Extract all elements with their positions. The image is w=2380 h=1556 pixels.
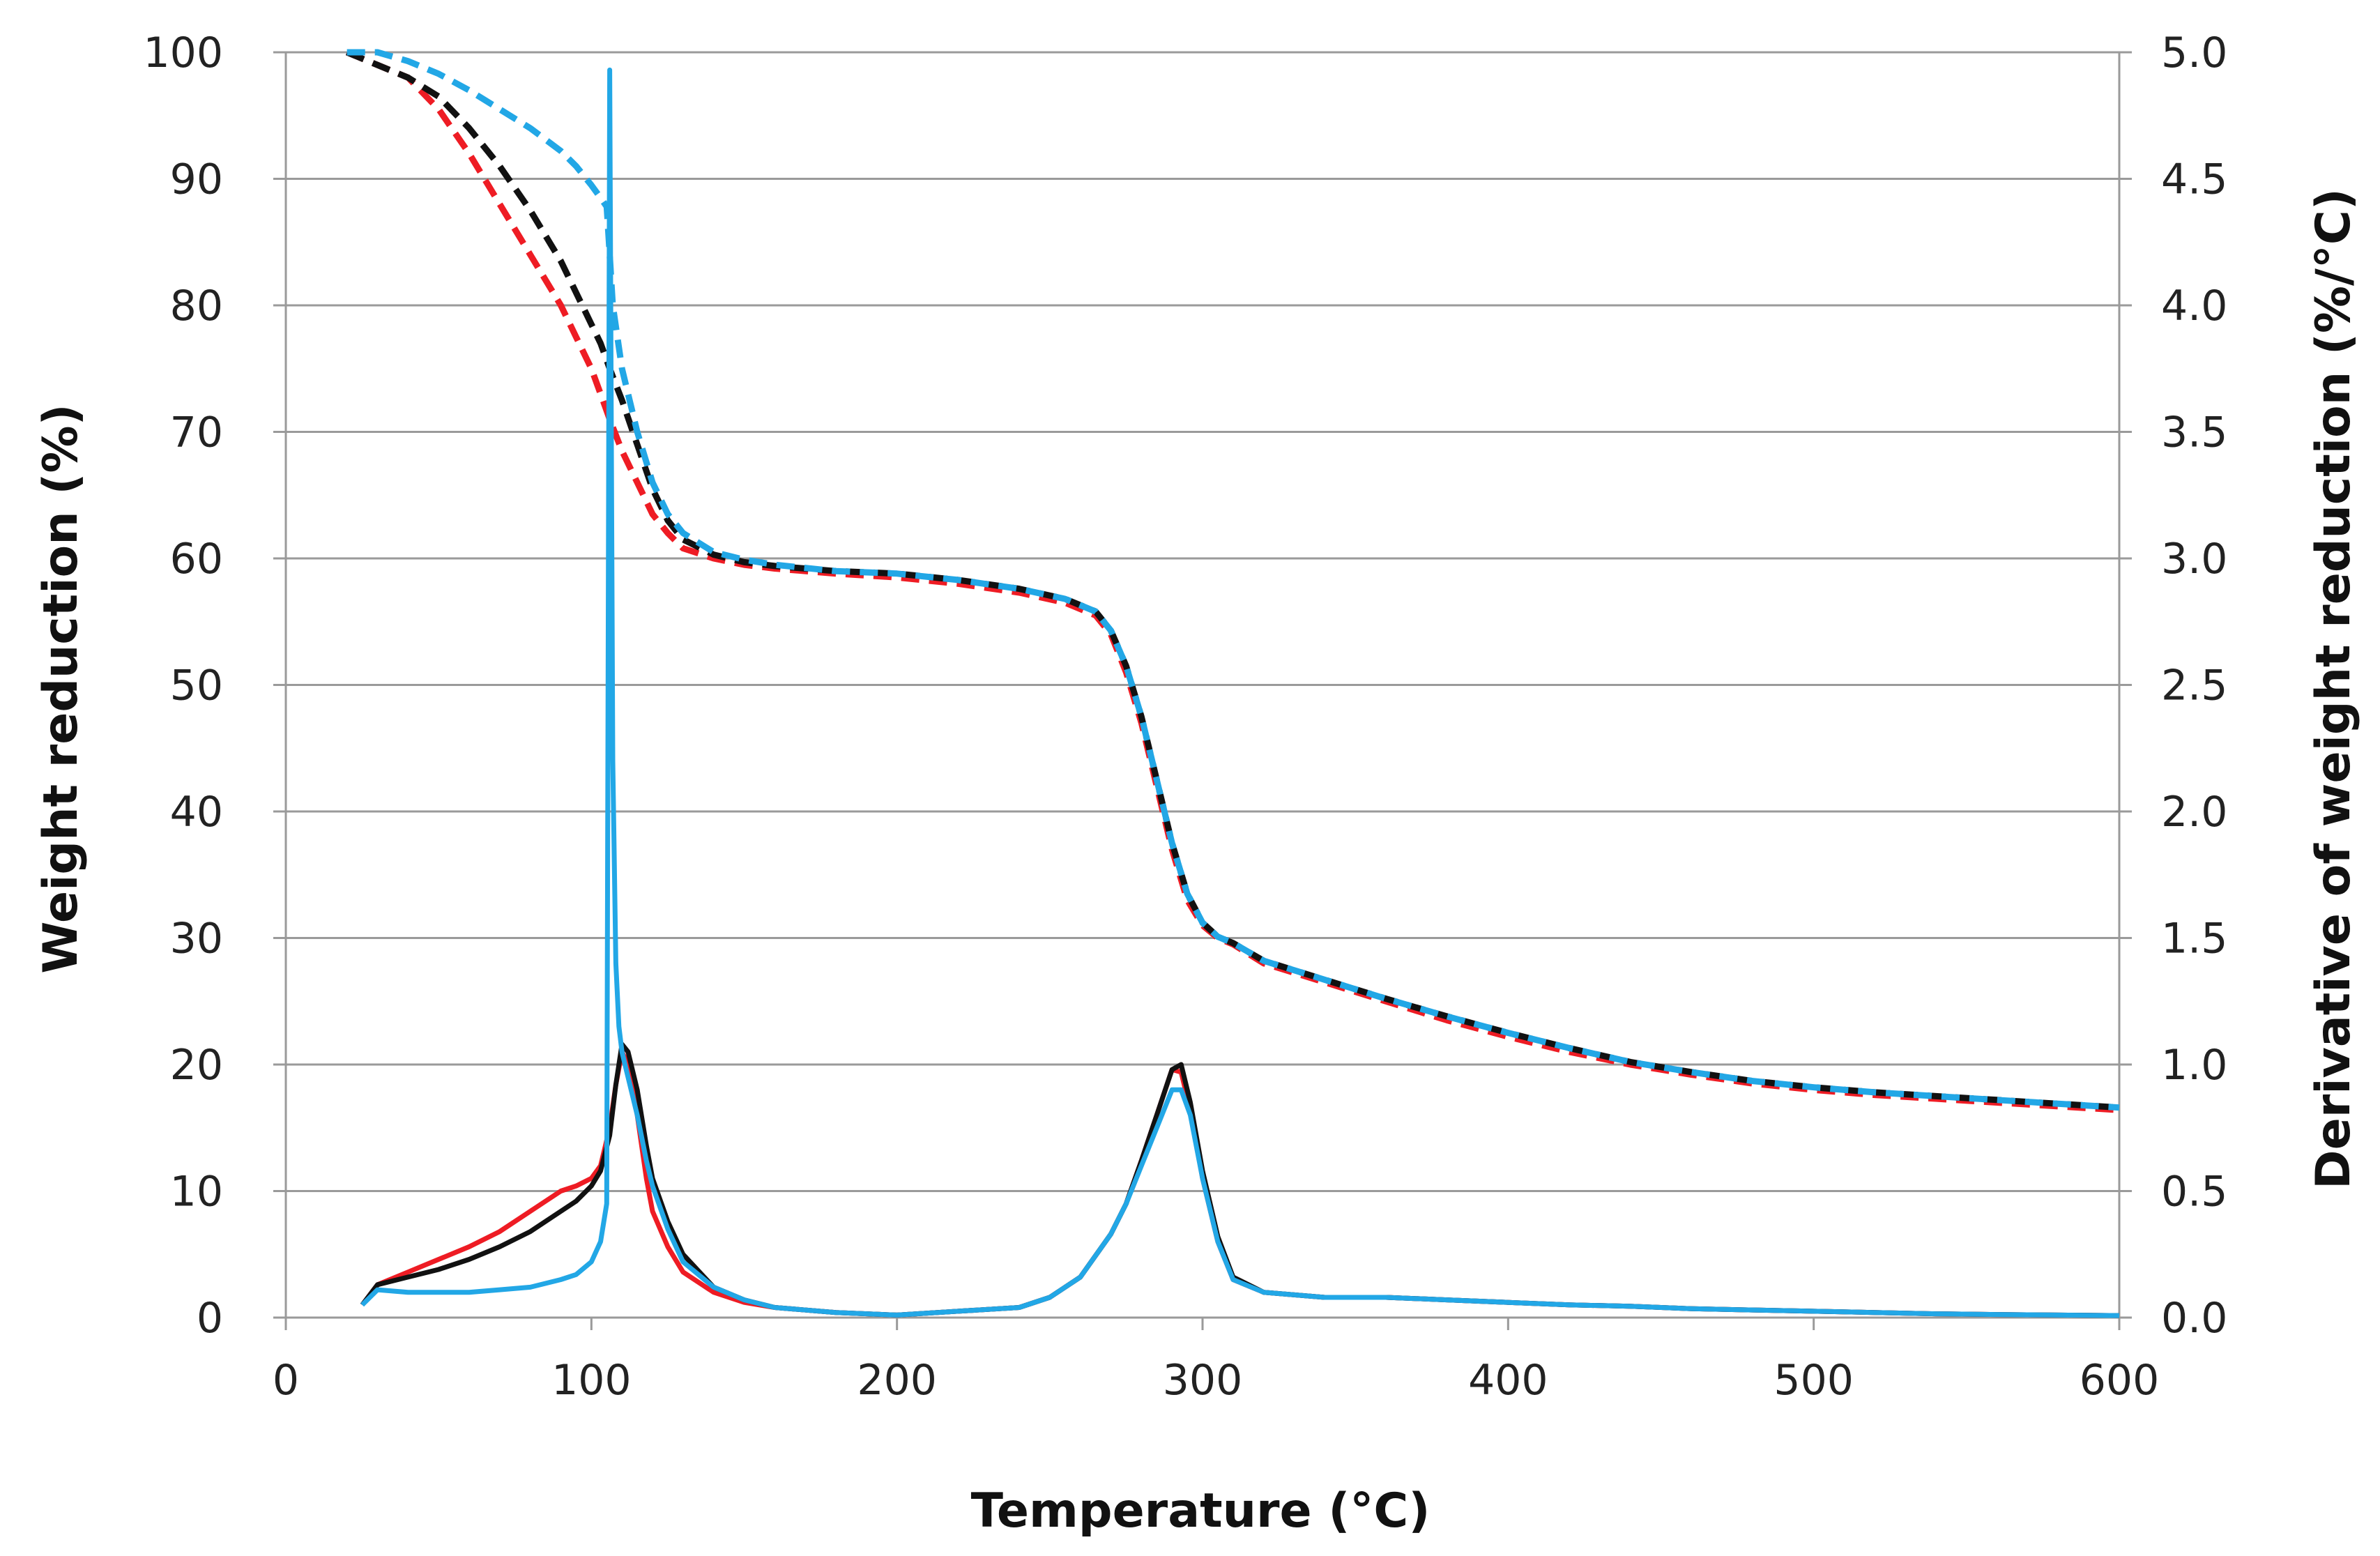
y-tick-label: 20 xyxy=(170,1041,223,1090)
gridlines xyxy=(286,51,2119,1192)
x-tick-label: 300 xyxy=(1163,1356,1243,1405)
y2-tick-label: 5.0 xyxy=(2161,29,2227,77)
x-tick-label: 500 xyxy=(1773,1356,1854,1405)
y2-tick-label: 4.5 xyxy=(2161,155,2227,204)
x-tick-label: 400 xyxy=(1468,1356,1548,1405)
y2-axis-title: Derivative of weight reduction (%/°C) xyxy=(2306,188,2361,1189)
y2-tick-label: 1.5 xyxy=(2161,915,2227,963)
y-tick-label: 50 xyxy=(170,662,223,710)
y-tick-label: 0 xyxy=(197,1294,223,1343)
y2-tick-label: 3.0 xyxy=(2161,535,2227,584)
y-tick-label: 80 xyxy=(170,282,223,330)
y-tick-label: 10 xyxy=(170,1168,223,1216)
series-line-derivative-black xyxy=(360,1042,2120,1318)
y2-tick-label: 3.5 xyxy=(2161,409,2227,457)
y2-tick-label: 4.0 xyxy=(2161,282,2227,330)
y2-tick-label: 0.0 xyxy=(2161,1294,2227,1343)
series-line-weight-red xyxy=(345,49,2120,1113)
x-axis-title: Temperature (°C) xyxy=(971,1483,1431,1539)
x-tick-label: 100 xyxy=(551,1356,632,1405)
data-series xyxy=(345,49,2120,1318)
y2-tick-label: 2.0 xyxy=(2161,788,2227,837)
y-tick-label: 40 xyxy=(170,788,223,837)
x-tick-label: 600 xyxy=(2080,1356,2160,1405)
y-tick-label: 90 xyxy=(170,155,223,204)
y-tick-label: 30 xyxy=(170,915,223,963)
y-tick-label: 60 xyxy=(170,535,223,584)
axis-labels: Temperature (°C) Weight reduction (%) De… xyxy=(33,188,2361,1539)
x-tick-label: 0 xyxy=(273,1356,299,1405)
y-axis-title: Weight reduction (%) xyxy=(33,404,89,973)
y2-tick-label: 0.5 xyxy=(2161,1168,2227,1216)
y-tick-label: 100 xyxy=(143,29,223,77)
series-line-weight-blue xyxy=(346,49,2120,1111)
series-line-derivative-blue xyxy=(360,67,2120,1318)
y2-tick-label: 1.0 xyxy=(2161,1041,2227,1090)
x-tick-label: 200 xyxy=(857,1356,937,1405)
axes: 0 10 20 30 40 50 60 70 80 90 100 0.0 0.5 1.0 1.5 2.0 2.5… xyxy=(143,29,2227,1405)
y2-tick-label: 2.5 xyxy=(2161,662,2227,710)
y-tick-label: 70 xyxy=(170,409,223,457)
